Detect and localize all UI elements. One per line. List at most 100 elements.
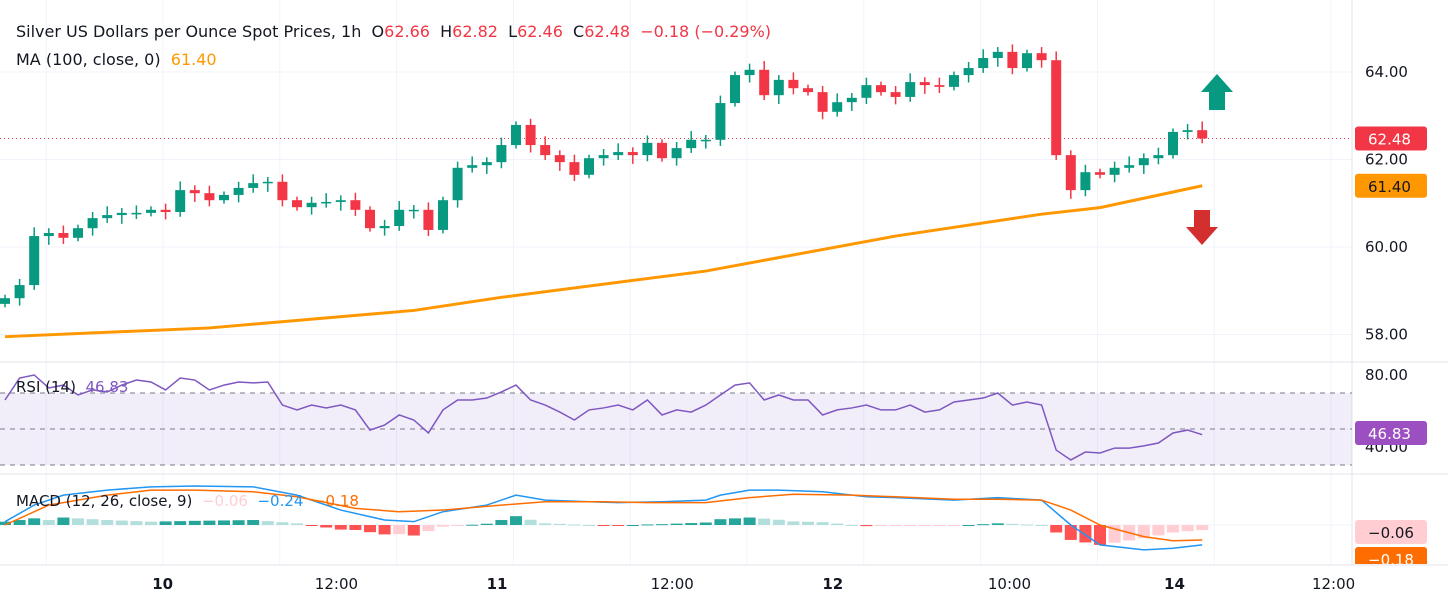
candle-up	[219, 194, 229, 201]
open-value: 62.66	[384, 22, 430, 41]
price-tick-label: 58.00	[1365, 326, 1408, 344]
price-tick-label: 64.00	[1365, 63, 1408, 81]
candle-up	[613, 152, 624, 156]
candle-up	[1022, 53, 1032, 69]
macd-histogram-bar	[451, 525, 464, 526]
macd-histogram-bar	[247, 520, 260, 525]
macd-histogram-bar	[758, 518, 771, 525]
candle-up	[248, 183, 259, 188]
macd-histogram-bar	[1079, 525, 1092, 543]
candle-down	[1007, 51, 1018, 69]
candle-up	[1124, 165, 1135, 168]
time-tick-label: 11	[487, 575, 508, 593]
macd-histogram-bar	[130, 521, 143, 525]
time-tick-label: 12:00	[1312, 575, 1355, 593]
macd-histogram-bar	[42, 520, 55, 525]
macd-histogram-bar	[393, 525, 406, 535]
macd-histogram-bar	[714, 519, 727, 525]
candle-up	[846, 97, 857, 103]
candle-up	[1109, 167, 1120, 175]
rsi-legend[interactable]: RSI (14) 46.83	[16, 378, 128, 396]
macd-histogram-bar	[1196, 525, 1209, 530]
macd-signal-value: −0.18	[312, 492, 359, 510]
macd-histogram-bar	[918, 525, 931, 526]
candle-down	[350, 200, 361, 210]
candle-up	[102, 215, 113, 219]
close-value: 62.48	[584, 22, 631, 41]
macd-histogram-bar	[13, 520, 26, 525]
macd-histogram-bar	[422, 525, 435, 532]
time-tick-label: 10	[152, 575, 173, 593]
price-tick-label: 60.00	[1365, 238, 1408, 256]
candle-up	[452, 167, 463, 201]
down-arrow-icon	[1186, 210, 1218, 245]
candle-up	[335, 200, 346, 202]
macd-histogram-bar	[831, 523, 844, 525]
symbol-legend: Silver US Dollars per Ounce Spot Prices,…	[16, 22, 771, 41]
macd-histogram-bar	[57, 517, 70, 525]
rsi-badge: 46.83	[1368, 425, 1411, 443]
candle-up	[146, 209, 156, 213]
macd-histogram-bar	[977, 524, 990, 526]
macd-histogram-bar	[524, 519, 537, 525]
macd-signal-badge-group: −0.18	[1355, 547, 1427, 564]
close-label: C	[573, 22, 585, 41]
macd-histogram-bar	[553, 523, 566, 525]
price-tick-label: 62.00	[1365, 151, 1408, 169]
price-badge-bg	[1355, 126, 1427, 151]
macd-histogram-bar	[1094, 525, 1106, 545]
macd-histogram-bar	[466, 524, 479, 526]
macd-hist-badge: −0.06	[1368, 524, 1414, 542]
macd-histogram-bar	[699, 522, 712, 525]
candle-up	[408, 209, 419, 212]
candle-up	[1182, 130, 1193, 132]
macd-histogram-bar	[0, 521, 11, 525]
candle-down	[919, 82, 930, 86]
candle-up	[584, 158, 594, 175]
candle-up	[598, 155, 609, 159]
ma-label: MA (100, close, 0)	[16, 50, 161, 69]
change-value: −0.18 (−0.29%)	[640, 22, 772, 41]
candle-up	[262, 181, 273, 184]
candle-up	[321, 201, 332, 204]
candle-down	[1197, 130, 1208, 139]
high-value: 62.82	[452, 22, 498, 41]
candle-up	[1153, 155, 1164, 159]
time-tick-label: 12:00	[315, 575, 358, 593]
macd-histogram-bar	[1021, 524, 1033, 526]
macd-histogram-bar	[656, 524, 668, 526]
ma-legend[interactable]: MA (100, close, 0) 61.40	[16, 50, 217, 69]
time-tick-label: 10:00	[988, 575, 1031, 593]
macd-histogram-bar	[772, 519, 785, 525]
macd-histogram-bar	[510, 516, 522, 525]
candle-up	[715, 103, 726, 140]
candle-down	[569, 162, 580, 175]
candle-up	[832, 102, 843, 112]
candle-up	[1080, 172, 1091, 191]
symbol-title: Silver US Dollars per Ounce Spot Prices,…	[16, 22, 362, 41]
macd-histogram-bar	[539, 523, 552, 525]
macd-histogram-bar	[948, 525, 960, 526]
candle-up	[686, 139, 697, 149]
macd-legend[interactable]: MACD (12, 26, close, 9) −0.06 −0.24 −0.1…	[16, 492, 359, 510]
candle-up	[175, 190, 186, 212]
macd-histogram-bar	[933, 525, 946, 526]
candle-up	[438, 200, 448, 230]
macd-histogram-bar	[437, 525, 449, 527]
macd-histogram-bar	[495, 520, 508, 525]
macd-hist-badge-bg	[1355, 520, 1427, 544]
macd-histogram-bar	[305, 525, 318, 526]
macd-value: −0.24	[257, 492, 304, 510]
rsi-label: RSI (14)	[16, 378, 76, 396]
rsi-line	[4, 374, 1203, 461]
ma-badge: 61.40	[1368, 178, 1411, 196]
macd-histogram-bar	[568, 524, 581, 526]
macd-histogram-bar	[641, 524, 654, 526]
candle-up	[496, 145, 507, 163]
macd-histogram-bar	[232, 520, 245, 525]
macd-histogram-bar	[1152, 525, 1165, 536]
macd-hist-value: −0.06	[201, 492, 248, 510]
macd-histogram-bar	[904, 525, 917, 526]
